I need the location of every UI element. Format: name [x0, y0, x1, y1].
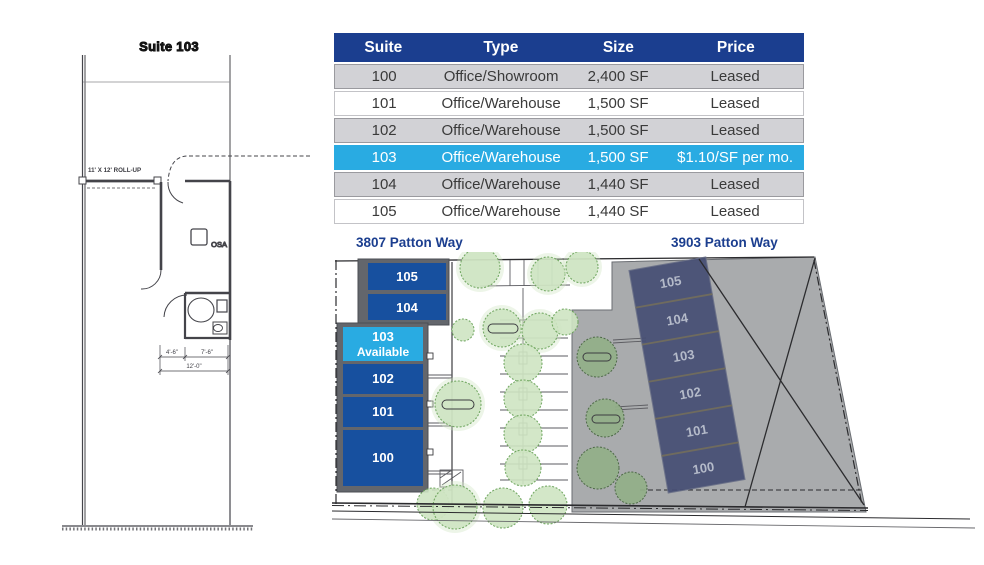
suite-table-body: 100 Office/Showroom 2,400 SF Leased 101 … — [334, 64, 804, 224]
cell-type: Office/Warehouse — [441, 203, 561, 220]
label-101: 101 — [372, 404, 394, 419]
cell-type: Office/Warehouse — [441, 176, 561, 193]
osa-label: OSA — [211, 240, 227, 249]
suite-table: Suite Type Size Price 100 Office/Showroo… — [334, 33, 804, 224]
table-row[interactable]: 104 Office/Warehouse 1,440 SF Leased — [334, 172, 804, 197]
floor-plan-title: Suite 103 — [139, 39, 199, 54]
cell-suite: 104 — [371, 176, 397, 193]
survey-lines — [698, 257, 865, 508]
site-3903-suite-103: 103 — [672, 347, 696, 366]
site-3807-suite-104 — [368, 294, 446, 320]
dim-right: 7'-6" — [201, 350, 213, 356]
road-lines — [331, 502, 976, 529]
label-104: 104 — [396, 300, 418, 315]
dim-total: 12'-0" — [186, 364, 201, 370]
cell-price: Leased — [710, 176, 760, 193]
table-header: Suite Type Size Price — [334, 33, 804, 62]
cell-type: Office/Showroom — [443, 68, 559, 85]
cell-size: 1,500 SF — [587, 149, 649, 166]
bathroom-fixtures — [187, 297, 228, 335]
tree-dark-icon — [576, 336, 618, 378]
toilet-icon — [187, 297, 215, 323]
table-row[interactable]: 100 Office/Showroom 2,400 SF Leased — [334, 64, 804, 89]
dim-left: 4'-6" — [166, 350, 178, 356]
floor-plan-walls — [78, 55, 310, 525]
label-103-available: Available — [357, 345, 410, 359]
suite-boxes-3807: 105 104 103 Available 102 101 100 — [343, 263, 446, 486]
osa-fixture: OSA — [190, 228, 228, 250]
cell-suite: 102 — [371, 122, 397, 139]
table-row[interactable]: 105 Office/Warehouse 1,440 SF Leased — [334, 199, 804, 224]
dimension-lines — [157, 345, 231, 375]
cell-price: Leased — [710, 203, 760, 220]
trees — [416, 252, 648, 533]
site-3903-suite-105: 105 — [659, 273, 683, 292]
site-3807-suite-101 — [343, 397, 423, 427]
cell-type: Office/Warehouse — [441, 95, 561, 112]
col-type: Type — [483, 39, 519, 56]
site-3903-suite-101: 101 — [685, 421, 709, 440]
label-103: 103 — [372, 329, 394, 344]
cell-type: Office/Warehouse — [441, 149, 561, 166]
label-105: 105 — [396, 269, 418, 284]
rollup-door-label: 11' X 12' ROLL-UP — [88, 167, 141, 174]
cell-suite: 103 — [371, 149, 397, 166]
site-plan: 105 104 103 102 101 100 105 104 103 Avai… — [331, 252, 976, 533]
cell-price: $1.10/SF per mo. — [677, 149, 794, 166]
site-3807-suite-103-available[interactable] — [343, 327, 423, 361]
site-3807-suite-105 — [368, 263, 446, 290]
site-3903-suite-104: 104 — [665, 310, 690, 329]
tree-icon — [459, 252, 501, 289]
cell-type: Office/Warehouse — [441, 122, 561, 139]
table-row[interactable]: 101 Office/Warehouse 1,500 SF Leased — [334, 91, 804, 116]
ground-line — [62, 525, 253, 531]
building-3903: 105 104 103 102 101 100 — [628, 256, 746, 494]
site-3903-suite-102: 102 — [678, 384, 702, 403]
address-3903-label: 3903 Patton Way — [671, 235, 778, 250]
address-3807-label: 3807 Patton Way — [356, 235, 463, 250]
door-marks — [426, 352, 434, 456]
site-3903-suite-100: 100 — [691, 459, 715, 478]
cell-suite: 100 — [371, 68, 397, 85]
cell-size: 1,440 SF — [587, 203, 649, 220]
cell-price: Leased — [710, 95, 760, 112]
label-102: 102 — [372, 371, 394, 386]
cell-suite: 105 — [371, 203, 397, 220]
floor-plan: Suite 103 OSA 11' X 12' ROL — [62, 39, 310, 531]
col-suite: Suite — [364, 39, 403, 56]
cell-size: 1,500 SF — [587, 95, 649, 112]
cell-price: Leased — [710, 68, 760, 85]
cell-size: 1,440 SF — [587, 176, 649, 193]
site-3807-suite-100 — [343, 430, 423, 486]
table-row[interactable]: 102 Office/Warehouse 1,500 SF Leased — [334, 118, 804, 143]
cell-price: Leased — [710, 122, 760, 139]
label-100: 100 — [372, 450, 394, 465]
cell-suite: 101 — [371, 95, 397, 112]
site-3807-suite-102 — [343, 364, 423, 394]
table-row[interactable]: 103 Office/Warehouse 1,500 SF $1.10/SF p… — [334, 145, 804, 170]
cell-size: 2,400 SF — [587, 68, 649, 85]
cell-size: 1,500 SF — [587, 122, 649, 139]
col-price: Price — [716, 39, 755, 56]
col-size: Size — [602, 39, 634, 56]
